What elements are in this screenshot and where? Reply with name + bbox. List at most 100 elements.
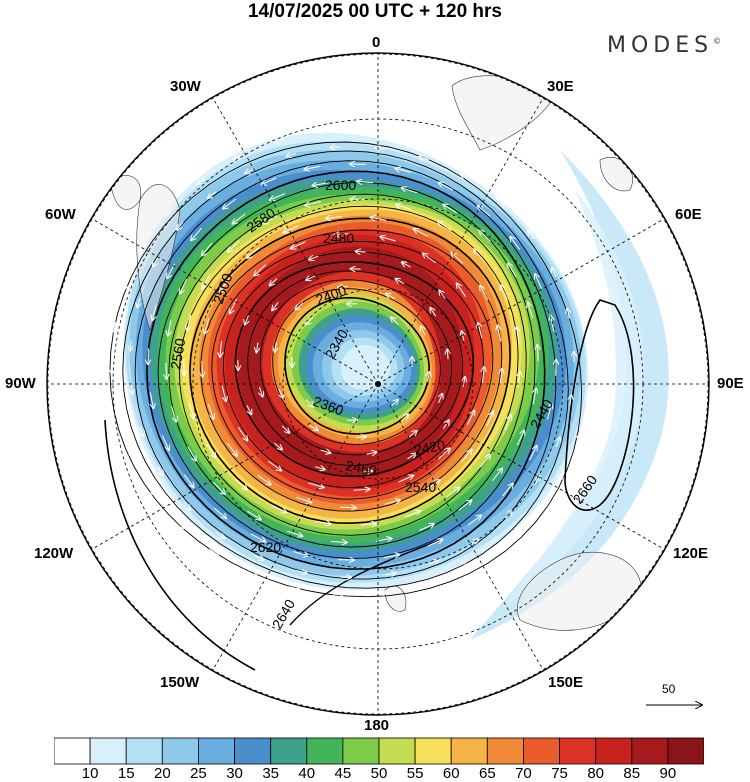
wind-arrow — [161, 435, 169, 450]
wind-band — [340, 344, 391, 390]
wind-arrow — [438, 222, 452, 232]
wind-arrow — [237, 427, 247, 440]
wind-arrow — [332, 594, 343, 595]
wind-arrow — [467, 515, 481, 526]
wind-arrow — [375, 148, 386, 149]
wind-arrow — [339, 507, 356, 508]
wind-arrow — [380, 237, 396, 242]
contour-label: 2560 — [167, 337, 188, 371]
wind-arrow — [383, 555, 400, 558]
wind-arrow — [355, 437, 366, 438]
wind-vectors — [112, 129, 592, 594]
wind-arrow — [423, 254, 437, 264]
wind-arrow — [437, 448, 450, 460]
wind-arrow — [306, 316, 314, 324]
wind-arrow — [288, 587, 299, 589]
wind-arrow — [479, 230, 491, 242]
wind-arrow — [287, 530, 302, 536]
lon-label-150e: 150E — [548, 674, 584, 691]
wind-arrow — [463, 377, 465, 387]
colorbar-swatch — [631, 737, 669, 765]
wind-arrow — [362, 471, 372, 472]
wind-arrow — [257, 474, 271, 484]
lon-label-120w: 120W — [34, 545, 74, 562]
colorbar-swatch — [89, 737, 127, 765]
brand-mark: © — [713, 36, 722, 46]
lon-label-180: 180 — [364, 717, 390, 734]
wind-arrow — [305, 399, 313, 407]
wind-arrow — [150, 392, 153, 409]
wind-arrow — [386, 294, 395, 300]
wind-arrow — [498, 326, 501, 342]
wind-arrow — [528, 303, 533, 318]
wind-arrow — [428, 372, 430, 382]
polar-map: 2340236024002420244024602480250025402560… — [46, 52, 710, 716]
wind-arrow — [391, 317, 399, 325]
wind-arrow — [400, 414, 408, 422]
wind-arrow — [197, 177, 206, 184]
colorbar-swatch — [161, 737, 199, 765]
wind-arrow — [213, 482, 225, 495]
wind-arrow — [275, 342, 277, 352]
wind-arrow — [234, 154, 243, 160]
wind-arrow — [117, 407, 119, 417]
vector-reference: 50 — [640, 680, 710, 720]
meridian — [377, 383, 544, 671]
wind-arrow — [330, 147, 341, 148]
wind-arrow — [462, 331, 464, 341]
colorbar-tick-label: 75 — [551, 765, 568, 782]
wind-arrow — [361, 129, 372, 130]
brand-logo: MODES© — [607, 33, 721, 58]
wind-arrow — [360, 523, 376, 525]
contour-label: 2600 — [325, 177, 356, 193]
wind-arrow — [207, 403, 213, 419]
wind-arrow — [457, 284, 467, 297]
wind-arrow — [357, 182, 374, 183]
wind-arrow — [461, 174, 470, 180]
wind-arrow — [396, 205, 412, 210]
wind-arrow — [270, 193, 285, 200]
wind-arrow — [114, 321, 116, 332]
wind-arrow — [443, 204, 457, 214]
wind-arrow — [547, 404, 552, 420]
globe-outline — [46, 52, 710, 716]
colorbar-tick-label: 30 — [226, 765, 243, 782]
wind-arrow — [223, 198, 237, 209]
wind-arrow — [320, 450, 331, 453]
wind-arrow — [451, 253, 464, 265]
wind-arrow — [180, 278, 188, 294]
wind-arrow — [557, 474, 563, 483]
contour-line — [564, 299, 635, 511]
contour-line — [146, 170, 546, 570]
contour-labels: 2340236024002420244024602480250025402560… — [167, 177, 600, 632]
wind-arrow — [502, 484, 513, 497]
wind-arrow — [356, 251, 366, 252]
wind-arrow — [213, 507, 226, 518]
lon-label-60w: 60W — [45, 206, 76, 223]
parallel — [47, 53, 709, 715]
wind-arrow — [281, 425, 289, 433]
wind-arrow — [353, 489, 370, 490]
landmass — [109, 174, 142, 210]
wind-arrow — [528, 231, 535, 240]
wind-arrow — [480, 286, 489, 301]
wind-arrow — [446, 488, 460, 498]
colorbar-tick-label: 45 — [334, 765, 352, 782]
colorbar-swatch — [486, 737, 524, 765]
wind-arrow — [351, 199, 367, 200]
wind-arrow — [184, 358, 185, 375]
lon-label-30e: 30E — [547, 78, 574, 95]
wind-arrow — [402, 188, 417, 194]
wind-arrow — [371, 217, 387, 220]
colorbar-swatch — [306, 737, 344, 765]
wind-arrow — [270, 278, 278, 286]
colorbar-tick-label: 10 — [81, 765, 99, 782]
wind-arrow — [247, 247, 260, 258]
contour-label: 2460 — [344, 457, 378, 478]
map-title: 14/07/2025 00 UTC + 120 hrs — [247, 1, 503, 22]
wind-arrow — [314, 521, 331, 524]
colorbar-tick-label: 70 — [515, 765, 532, 782]
wind-arrow — [296, 302, 304, 310]
contour-line — [168, 193, 527, 548]
colorbar-swatch — [234, 737, 272, 765]
